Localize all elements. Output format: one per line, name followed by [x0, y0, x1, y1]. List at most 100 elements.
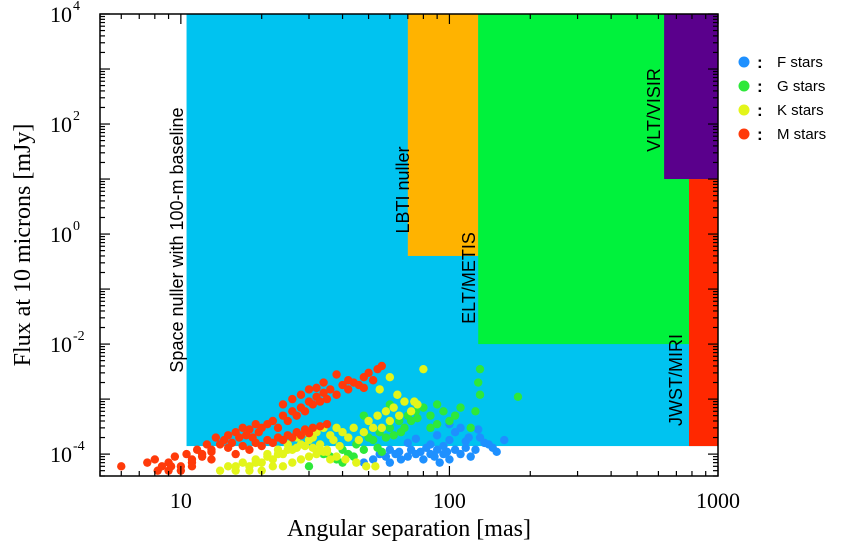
point-m-stars — [117, 462, 126, 471]
point-g-stars — [385, 423, 395, 433]
point-f-stars — [403, 452, 413, 461]
legend-label: K stars — [777, 102, 824, 119]
point-k-stars — [349, 423, 358, 433]
point-m-stars — [231, 449, 240, 459]
point-m-stars — [322, 394, 332, 404]
point-m-stars — [278, 400, 288, 409]
point-f-stars — [500, 435, 509, 445]
point-k-stars — [238, 458, 247, 467]
region-label-4: JWST/MIRI — [666, 334, 686, 426]
region-labels: Space nuller with 100-m baseline LBTI nul… — [167, 68, 686, 426]
point-g-stars — [456, 403, 465, 412]
point-f-stars — [461, 437, 470, 446]
point-g-stars — [513, 392, 523, 402]
point-m-stars — [288, 394, 297, 404]
point-k-stars — [215, 466, 225, 475]
point-g-stars — [304, 462, 314, 471]
star-points — [117, 361, 523, 475]
y-tick-exponent: 4 — [73, 0, 80, 14]
point-m-stars — [288, 433, 297, 442]
point-m-stars — [207, 447, 216, 457]
point-f-stars — [480, 438, 489, 448]
y-tick-label: 10 — [50, 2, 72, 27]
point-k-stars — [359, 428, 369, 437]
point-k-stars — [368, 423, 378, 433]
point-k-stars — [335, 441, 344, 451]
x-tick-label: 1000 — [696, 488, 740, 513]
point-m-stars — [257, 441, 266, 451]
point-k-stars — [394, 411, 404, 420]
point-f-stars — [471, 445, 480, 454]
point-m-stars — [338, 380, 347, 390]
point-m-stars — [170, 452, 180, 461]
point-k-stars — [257, 466, 266, 475]
point-f-stars — [435, 458, 444, 467]
legend-marker — [738, 128, 750, 140]
point-k-stars — [263, 452, 272, 461]
point-m-stars — [166, 462, 176, 471]
legend-separator: : — [757, 77, 763, 96]
point-k-stars — [377, 423, 386, 433]
point-m-stars — [238, 423, 247, 433]
point-k-stars — [326, 455, 335, 464]
region-label-0: Space nuller with 100-m baseline — [167, 107, 187, 372]
point-k-stars — [375, 385, 384, 394]
point-f-stars — [394, 447, 404, 457]
point-k-stars — [231, 462, 240, 471]
point-m-stars — [197, 452, 207, 461]
point-k-stars — [341, 455, 350, 464]
observation-regions — [186, 14, 718, 447]
point-g-stars — [396, 428, 406, 437]
point-f-stars — [445, 435, 454, 445]
point-f-stars — [426, 440, 435, 449]
point-m-stars — [278, 435, 288, 445]
plot-frame — [99, 13, 719, 477]
point-m-stars — [377, 361, 386, 371]
point-m-stars — [187, 462, 197, 471]
legend-label: G stars — [777, 78, 825, 95]
point-m-stars — [315, 422, 325, 431]
point-k-stars — [344, 433, 353, 442]
legend-marker — [738, 104, 750, 116]
point-k-stars — [364, 416, 373, 426]
point-m-stars — [238, 441, 247, 451]
point-k-stars — [410, 397, 419, 406]
point-k-stars — [373, 411, 382, 420]
point-f-stars — [385, 458, 395, 467]
point-k-stars — [273, 449, 283, 459]
point-k-stars — [406, 407, 416, 416]
point-k-stars — [300, 441, 310, 451]
y-tick-exponent: 0 — [73, 219, 80, 234]
point-k-stars — [352, 458, 361, 467]
point-k-stars — [393, 390, 402, 399]
point-k-stars — [304, 452, 314, 461]
point-k-stars — [257, 458, 266, 467]
y-tick-label: 10 — [50, 442, 72, 467]
point-f-stars — [411, 434, 421, 443]
point-m-stars — [364, 368, 373, 378]
x-tick-label: 100 — [433, 488, 466, 513]
legend-separator: : — [757, 101, 763, 120]
point-m-stars — [319, 378, 328, 387]
point-f-stars — [456, 449, 465, 459]
point-g-stars — [359, 445, 369, 454]
y-tick-label: 10 — [50, 222, 72, 247]
point-g-stars — [389, 431, 398, 440]
point-m-stars — [332, 370, 341, 379]
point-f-stars — [368, 455, 378, 464]
region-label-2: ELT/METIS — [459, 232, 479, 324]
point-k-stars — [371, 462, 380, 471]
point-f-stars — [430, 452, 439, 461]
point-k-stars — [419, 364, 428, 374]
point-f-stars — [439, 441, 448, 451]
point-m-stars — [245, 425, 254, 434]
point-m-stars — [268, 416, 278, 426]
point-f-stars — [474, 425, 483, 434]
point-m-stars — [308, 400, 318, 409]
point-m-stars — [326, 385, 335, 394]
point-k-stars — [332, 452, 341, 461]
point-f-stars — [385, 445, 395, 454]
point-m-stars — [223, 431, 233, 440]
